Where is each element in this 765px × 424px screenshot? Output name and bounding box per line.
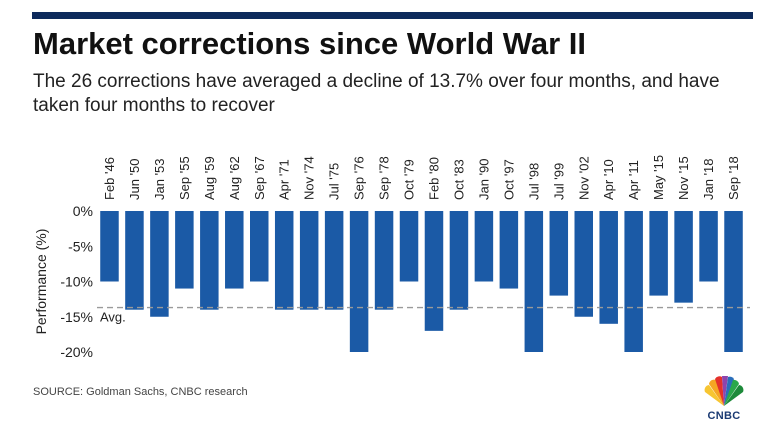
bar <box>349 211 369 352</box>
bar <box>200 211 219 310</box>
x-tick-label: Jan '18 <box>701 158 716 200</box>
x-tick-label: Oct '97 <box>501 159 516 200</box>
bar <box>699 211 718 282</box>
x-tick-label: Aug '59 <box>202 156 217 200</box>
x-tick-label: Feb '80 <box>426 157 441 200</box>
bar <box>624 211 643 352</box>
x-tick-label: Feb '46 <box>102 157 117 200</box>
bar <box>399 211 419 282</box>
y-tick-label: 0% <box>73 203 93 219</box>
bar <box>125 211 144 310</box>
x-tick-label: Oct '83 <box>451 159 466 200</box>
x-tick-label: Nov '15 <box>676 156 691 200</box>
average-label: Avg. <box>100 310 126 325</box>
bar <box>674 211 693 303</box>
x-tick-label: Sep '55 <box>177 156 192 200</box>
bar <box>299 211 319 310</box>
x-tick-label: Nov '02 <box>576 156 591 200</box>
y-tick-label: -15% <box>60 309 93 325</box>
x-tick-label: Sep '67 <box>252 156 267 200</box>
x-tick-label: Oct '79 <box>402 159 417 200</box>
x-tick-label: May '15 <box>651 155 666 200</box>
x-tick-label: Jan '90 <box>476 158 491 200</box>
bar <box>524 211 544 352</box>
bar <box>225 211 244 289</box>
x-tick-label: Jun '50 <box>127 158 142 200</box>
x-tick-label: Apr '10 <box>601 159 616 200</box>
bar <box>250 211 269 282</box>
x-tick-label: Sep '76 <box>352 156 367 200</box>
chart-subtitle: The 26 corrections have averaged a decli… <box>33 71 720 116</box>
cnbc-peacock-logo: CNBC <box>695 375 753 422</box>
y-tick-label: -5% <box>68 238 93 254</box>
x-tick-label: Jul '99 <box>551 163 566 200</box>
bar <box>324 211 344 310</box>
header-accent-bar <box>32 12 753 19</box>
x-tick-label: Apr '71 <box>277 159 292 200</box>
bar <box>150 211 169 317</box>
x-tick-label: Jan '53 <box>152 158 167 200</box>
logo-wordmark: CNBC <box>707 410 741 422</box>
bar <box>549 211 569 296</box>
source-note: SOURCE: Goldman Sachs, CNBC research <box>33 386 248 398</box>
bar <box>100 211 119 282</box>
bar <box>424 211 444 331</box>
x-tick-label: Nov '74 <box>302 156 317 200</box>
chart-title: Market corrections since World War II <box>33 26 586 61</box>
bar <box>599 211 618 324</box>
peacock-icon <box>704 375 744 406</box>
bar <box>574 211 593 317</box>
bar <box>274 211 294 310</box>
x-tick-label: Sep '18 <box>726 156 741 200</box>
bar <box>374 211 394 310</box>
y-tick-label: -10% <box>60 274 93 290</box>
bar <box>499 211 519 289</box>
bar <box>175 211 194 289</box>
bar <box>449 211 469 310</box>
x-tick-label: Sep '78 <box>377 156 392 200</box>
y-axis-label: Performance (%) <box>33 229 49 335</box>
x-tick-label: Jul '75 <box>327 163 342 200</box>
x-tick-label: Apr '11 <box>626 160 641 200</box>
bar <box>649 211 668 296</box>
bar <box>474 211 494 282</box>
x-tick-label: Aug '62 <box>227 156 242 200</box>
y-tick-label: -20% <box>60 344 93 360</box>
x-tick-label: Jul '98 <box>526 163 541 200</box>
bar <box>724 211 743 352</box>
